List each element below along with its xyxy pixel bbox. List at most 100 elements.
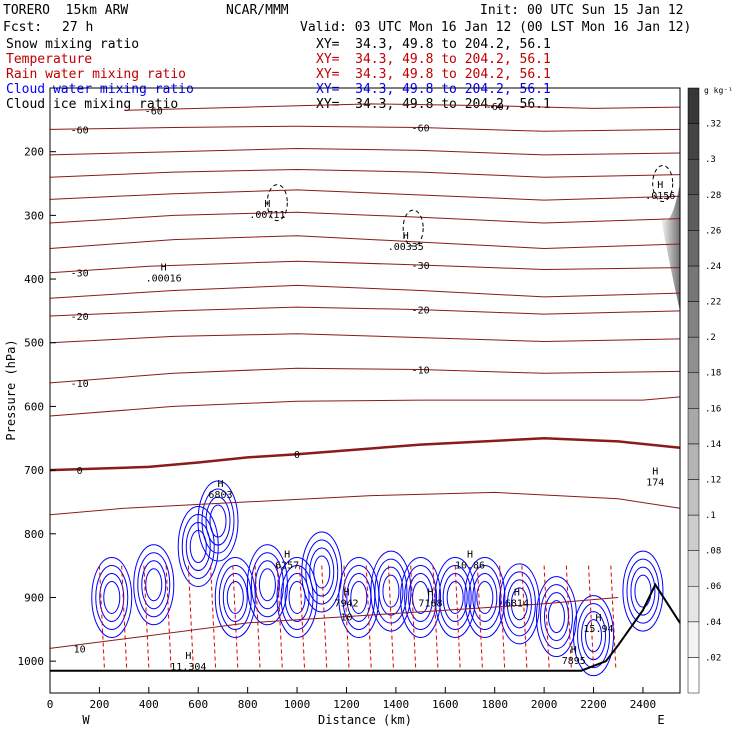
temperature-contour-label: -60 [71, 125, 89, 136]
cloud-water-contour [201, 488, 235, 554]
maximum-value: 15.94 [583, 624, 613, 635]
temperature-contour [49, 125, 681, 132]
maximum-value: 7942 [334, 598, 358, 609]
cloud-water-contour [258, 568, 276, 602]
colorbar-label: .04 [705, 618, 721, 628]
temperature-contour [49, 260, 681, 274]
cloud-water-contour [370, 550, 412, 632]
rain-water-contour [165, 565, 172, 668]
maximum-marker: H [185, 651, 191, 662]
temperature-contour-label: 10 [340, 613, 352, 624]
x-end-left: W [82, 713, 90, 727]
colorbar-swatch [687, 408, 700, 445]
rain-water-contour [410, 565, 417, 668]
field-xy-temperature: XY= 34.3, 49.8 to 204.2, 56.1 [316, 52, 551, 67]
colorbar-swatch [687, 550, 700, 587]
cloud-water-contour [622, 550, 664, 632]
init-time: Init: 00 UTC Sun 15 Jan 12 [480, 3, 684, 18]
cloud-water-contour [197, 480, 239, 562]
maximum-marker: H [217, 479, 223, 490]
cloud-water-contour [288, 580, 306, 614]
field-xy-cloud-ice: XY= 34.3, 49.8 to 204.2, 56.1 [316, 97, 551, 112]
temperature-contour [49, 306, 681, 317]
x-tick-label: 1200 [333, 698, 360, 711]
maximum-value: 7168 [418, 598, 442, 609]
snow-contour [266, 184, 288, 222]
cloud-water-contour [133, 544, 175, 626]
cloud-water-contour [382, 574, 400, 608]
maximum-marker: H [652, 466, 658, 477]
cloud-water-contour [103, 580, 121, 614]
maximum-marker: H [595, 613, 601, 624]
y-tick-label: 900 [24, 591, 44, 604]
forecast-label: Fcst: [3, 20, 43, 35]
colorbar-label: .14 [705, 440, 721, 450]
x-tick-label: 800 [238, 698, 258, 711]
temperature-contour [49, 437, 681, 472]
terrain-profile [50, 582, 681, 672]
field-name-cloud-ice: Cloud ice mixing ratio [6, 97, 179, 112]
maximum-value: 6257 [275, 560, 299, 571]
cloud-water-contour [141, 560, 167, 610]
rain-water-contour [143, 565, 150, 668]
colorbar-label: .06 [705, 582, 721, 592]
rain-water-contour [432, 565, 439, 668]
maximum-value: 10.86 [455, 560, 485, 571]
colorbar-label: .1 [705, 511, 716, 521]
cloud-water-contour [468, 564, 502, 630]
colorbar-label: .26 [705, 226, 721, 236]
maximum-marker: H [161, 263, 167, 274]
temperature-contour-label: 0 [294, 450, 300, 461]
colorbar-swatch [687, 265, 700, 302]
maximum-value: .00711 [249, 210, 285, 221]
field-xy-snow: XY= 34.3, 49.8 to 204.2, 56.1 [316, 37, 551, 52]
valid-time: Valid: 03 UTC Mon 16 Jan 12 (00 LST Mon … [300, 20, 692, 35]
temperature-contour [49, 284, 681, 299]
colorbar-swatch [687, 514, 700, 551]
cloud-water-contour [510, 587, 528, 621]
rain-water-contour [254, 565, 261, 668]
cloud-water-contour [400, 556, 442, 638]
temperature-contour [124, 103, 681, 111]
rain-water-contour [210, 565, 217, 668]
x-tick-label: 2200 [580, 698, 607, 711]
temperature-contour-label: -60 [412, 123, 430, 134]
cloud-water-contour [539, 584, 573, 650]
x-tick-label: 2000 [531, 698, 558, 711]
colorbar-label: .18 [705, 369, 721, 379]
maximum-marker: H [467, 549, 473, 560]
rain-water-contour [98, 565, 105, 668]
colorbar-label: .2 [705, 333, 716, 343]
cloud-water-contour [472, 572, 498, 622]
rain-water-contour [321, 565, 328, 668]
rain-water-contour [565, 565, 572, 668]
snow-contour [402, 209, 424, 247]
center-name: NCAR/MMM [226, 3, 289, 18]
colorbar-swatch [687, 194, 700, 231]
rain-water-contour [499, 565, 506, 668]
y-tick-label: 1000 [18, 655, 45, 668]
x-tick-label: 1400 [383, 698, 410, 711]
colorbar-label: .32 [705, 120, 721, 130]
maximum-value: .00016 [146, 274, 182, 285]
cloud-water-contour [630, 566, 656, 616]
cloud-water-contour [226, 580, 244, 614]
maximum-value: 6803 [208, 490, 232, 501]
maximum-marker: H [427, 587, 433, 598]
y-tick-label: 700 [24, 464, 44, 477]
x-axis-title: Distance (km) [318, 713, 412, 727]
temperature-contour [49, 189, 681, 201]
rain-water-contour [276, 565, 283, 668]
axes: 0 200 400 600 800 1000 1200 1400 1600 1800 2000 220… [18, 146, 657, 711]
cloud-water-contour [634, 574, 652, 608]
cloud-water-contour [305, 539, 339, 605]
colorbar-swatch [687, 336, 700, 373]
temperature-contour-label: 10 [74, 644, 86, 655]
temperature-contour [49, 367, 681, 384]
model-name: TORERO 15km ARW [3, 3, 129, 18]
x-tick-label: 1600 [432, 698, 459, 711]
colorbar-label: .02 [705, 653, 721, 663]
colorbar-swatch [687, 479, 700, 516]
colorbar-swatch [687, 301, 700, 338]
cloud-water-contour [464, 556, 506, 638]
